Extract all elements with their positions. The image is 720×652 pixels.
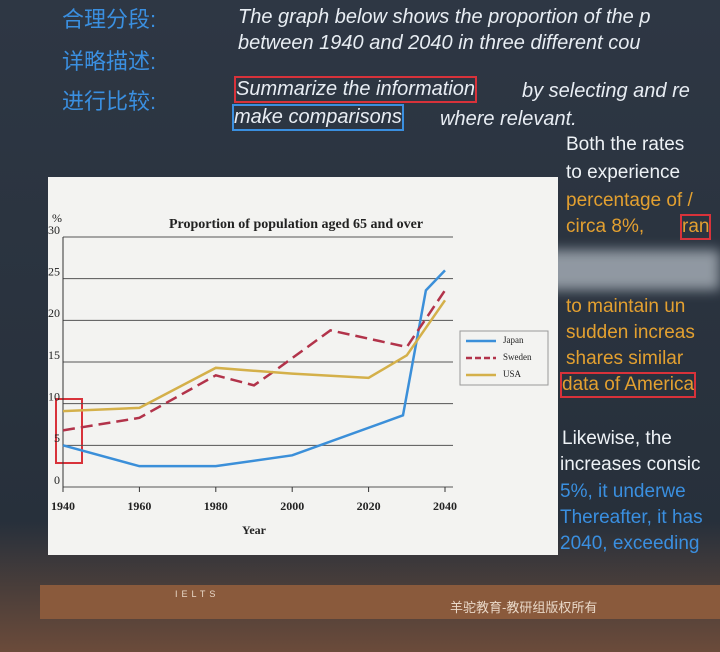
- essay-line: increases consic: [560, 454, 701, 475]
- chart-card: Proportion of population aged 65 and ove…: [48, 177, 558, 555]
- essay-line: ran: [679, 214, 712, 240]
- chart: Proportion of population aged 65 and ove…: [48, 211, 549, 537]
- y-tick-label: 0: [54, 473, 60, 487]
- annotation-box: [55, 398, 83, 464]
- x-axis-label: Year: [242, 523, 267, 537]
- label: 合理分段:: [62, 7, 157, 32]
- essay-line: 5%, it underwe: [560, 481, 686, 502]
- essay-line: Thereafter, it has: [560, 507, 703, 528]
- legend-label: Sweden: [503, 352, 532, 362]
- x-tick-label: 1960: [127, 499, 151, 513]
- series-line: [62, 289, 447, 432]
- series-line: [62, 299, 447, 413]
- x-tick-label: 1940: [51, 499, 75, 513]
- instruction: make comparisons: [232, 104, 404, 131]
- chart-title: Proportion of population aged 65 and ove…: [169, 217, 423, 232]
- label: 进行比较:: [62, 89, 157, 114]
- x-tick-label: 2000: [280, 499, 304, 513]
- essay-line: Likewise, the: [562, 428, 672, 449]
- label: 详略描述:: [62, 49, 157, 74]
- instruction: by selecting and re: [522, 80, 690, 102]
- prompt: between 1940 and 2040 in three different…: [238, 32, 641, 54]
- essay-line: percentage of /: [566, 190, 693, 211]
- y-axis-label: %: [52, 211, 62, 225]
- essay-line: circa 8%,: [566, 216, 645, 237]
- instruction: where relevant.: [440, 108, 577, 130]
- essay-line: to experience: [566, 162, 681, 183]
- y-tick-label: 25: [48, 264, 60, 278]
- footer-text: 羊驼教育-教研组版权所有: [450, 600, 598, 615]
- x-tick-label: 2020: [357, 499, 381, 513]
- essay-line: shares similar: [566, 348, 684, 369]
- essay-line: data of America: [559, 372, 697, 398]
- instruction: Summarize the information: [234, 76, 477, 103]
- y-tick-label: 30: [48, 223, 60, 237]
- y-tick-label: 15: [48, 348, 60, 362]
- series-line: [62, 269, 446, 468]
- y-tick-label: 20: [48, 306, 60, 320]
- essay-line: sudden increas: [566, 322, 695, 343]
- footer-text: IELTS: [175, 589, 220, 599]
- x-tick-label: 2040: [433, 499, 457, 513]
- footer-band: IELTS 羊驼教育-教研组版权所有: [40, 585, 720, 619]
- essay-line: Both the rates: [566, 134, 685, 155]
- legend-label: Japan: [503, 335, 524, 345]
- essay-line: to maintain un: [566, 296, 686, 317]
- y-tick-label: 10: [48, 389, 60, 403]
- prompt: The graph below shows the proportion of …: [238, 6, 651, 28]
- essay-line: 2040, exceeding: [560, 533, 700, 554]
- y-tick-label: 5: [54, 431, 60, 445]
- legend-label: USA: [503, 369, 522, 379]
- x-tick-label: 1980: [204, 499, 228, 513]
